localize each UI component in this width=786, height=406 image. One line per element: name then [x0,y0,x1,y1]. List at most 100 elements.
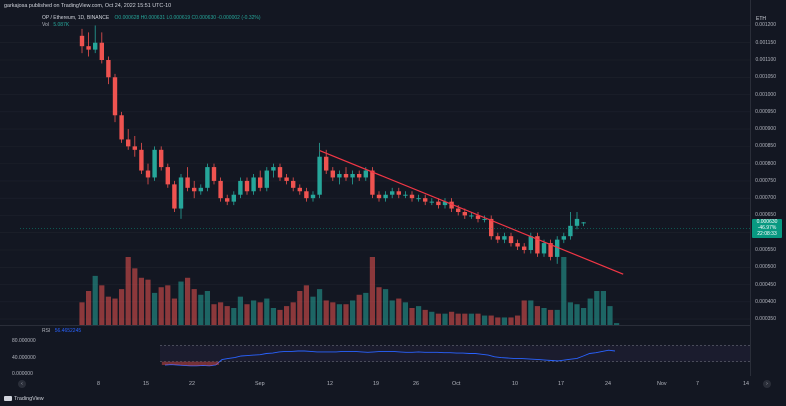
volume-bar [521,300,527,325]
candle-body [218,180,223,199]
volume-layer [79,257,620,325]
candle-body [139,149,144,171]
scroll-right-button[interactable]: › [763,380,771,388]
time-axis-label: 22 [189,381,195,387]
volume-bar [515,315,521,325]
candle-body [515,243,520,247]
volume-bar [587,298,593,325]
time-axis-label: 19 [373,381,379,387]
price-axis-label: 0.000450 [755,281,776,288]
candle-body [370,170,375,195]
volume-bar [508,317,514,325]
volume-bar [105,296,111,325]
volume-bar [402,302,408,325]
rsi-legend[interactable]: RSI 56.4652245 [42,328,81,334]
candle-body [291,180,296,188]
price-axis-label: 0.000650 [755,212,776,219]
price-axis-label: 0.001000 [755,91,776,98]
candle-body [284,177,289,181]
volume-bar [548,309,554,325]
candle-body [403,194,408,196]
rsi-axis-label: 0.000000 [12,371,33,377]
volume-bar [270,308,276,325]
volume-bar [396,298,402,325]
candle-body [132,146,137,150]
rsi-value: 56.4652245 [54,328,82,334]
candle-body [152,149,157,178]
rsi-axis-label: 40.000000 [12,354,36,361]
volume-bar [244,304,250,325]
volume-bar [125,257,131,325]
volume-bar [600,291,606,325]
volume-bar [528,300,534,325]
scroll-left-button[interactable]: ‹ [18,380,26,388]
time-axis-label: 17 [558,381,564,387]
candle-body [185,177,190,188]
volume-bar [422,309,428,325]
volume-bar [356,294,362,325]
volume-bar [475,313,481,325]
volume-bar [224,306,230,325]
rsi-oversold-fill [168,361,175,365]
volume-bar [350,300,356,325]
volume-bar [251,300,257,325]
volume-bar [79,302,85,325]
volume-bar [488,315,494,325]
candle-body [225,198,230,202]
footer-brand[interactable]: TradingView [4,396,44,402]
candle-body [502,236,507,240]
candle-body [198,187,203,192]
volume-bar [132,268,138,325]
rsi-label: RSI [42,328,51,334]
volume-bar [567,302,573,325]
candle-body [508,236,514,244]
candle-body [436,201,441,206]
candle-body [350,174,355,178]
published-line: garkajosa published on TradingView.com, … [4,3,172,9]
candle-body [79,35,85,47]
candle-body [159,149,164,168]
volume-bar [336,304,342,325]
volume-bar [277,309,283,325]
rsi-oversold-fill [161,361,169,365]
volume-bar [158,287,164,325]
candle-body [297,187,302,192]
volume-bar [468,313,474,325]
volume-bar [152,292,158,325]
candle-body [581,222,586,224]
candle-body [442,201,448,206]
candle-body [277,167,283,178]
time-axis-label: 14 [743,381,749,387]
candle-body [178,177,184,209]
candle-body [357,174,362,178]
candle-body [383,194,388,199]
volume-bar [561,257,567,325]
volume-bar [218,302,224,325]
volume-bar [191,289,197,325]
volume-bar [501,317,507,325]
volume-bar [541,308,547,325]
volume-bar [409,308,415,325]
volume-bar [310,296,316,325]
candle-body [396,191,401,195]
volume-bar [442,313,448,325]
candle-body [376,194,382,199]
candle-body [93,42,98,50]
time-axis-label: Nov [657,381,667,387]
symbol-legend[interactable]: OP / Ethereum, 1D, BINANCE O0.000628 H0.… [42,15,261,21]
volume-bar [290,302,296,325]
time-axis-label: 8 [97,381,100,387]
candles-layer [79,25,586,264]
time-axis-label: 26 [413,381,419,387]
candle-body [416,198,421,200]
candle-body [86,46,91,50]
candle-body [568,225,573,237]
tradingview-logo-icon [4,396,12,402]
price-axis-label: 0.000950 [755,108,776,115]
volume-legend[interactable]: Vol 5.087K [42,22,69,28]
price-axis-label: 0.000400 [755,298,776,305]
candle-body [462,212,467,216]
volume-bar [455,313,461,325]
